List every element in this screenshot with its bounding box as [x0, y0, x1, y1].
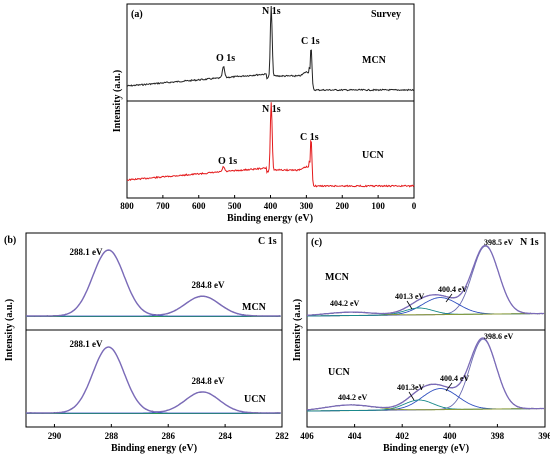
panel-c-ylabel: Intensity (a.u.) [292, 299, 303, 362]
x-tick-label: 290 [48, 431, 62, 441]
panel-c-curves [306, 244, 545, 412]
peak-label-bottom: 398.6 eV [484, 332, 514, 341]
panel-c-tag: N 1s [520, 237, 539, 248]
x-tick-label: 286 [161, 431, 175, 441]
x-tick-label: 300 [300, 201, 314, 211]
peak-label-bottom: O 1s [218, 156, 237, 167]
envelope-ucn [306, 337, 544, 411]
envelope-ucn [26, 346, 281, 414]
panel-b-xlabel: Binding energy (eV) [111, 443, 197, 454]
envelope-mcn [307, 244, 544, 316]
peak-label-top: C 1s [301, 36, 320, 47]
panel-b-top-sample: MCN [242, 302, 267, 313]
panel-c-top-sample: MCN [325, 272, 350, 283]
panel-b-letter: (b) [4, 235, 16, 246]
peak-pointer [445, 293, 453, 303]
peak-label-top: O 1s [216, 53, 235, 64]
peak-label-bottom: 404.2 eV [338, 393, 368, 402]
x-tick-label: 600 [192, 201, 206, 211]
peak-label-top: 398.5 eV [484, 238, 514, 247]
panel-a-ylabel: Intensity (a.u.) [112, 70, 123, 133]
x-tick-label: 100 [371, 201, 385, 211]
peak-label-top: 401.3 eV [395, 292, 425, 301]
peak-label: 288.1 eV [70, 339, 103, 349]
panel-b-x-ticks: 290 288 286 284 282 [48, 424, 289, 441]
peak-label-top: N 1s [262, 6, 281, 17]
x-tick-label: 284 [218, 431, 232, 441]
x-tick-label: 700 [156, 201, 170, 211]
panel-b-bottom-sample: UCN [244, 394, 266, 405]
panel-b-peak-labels: 288.1 eV 284.8 eV 288.1 eV 284.8 eV [70, 247, 225, 386]
series-line-mcn-survey [127, 5, 415, 92]
panel-c-letter: (c) [311, 237, 322, 248]
x-tick-label: 800 [120, 201, 134, 211]
x-tick-label: 500 [228, 201, 242, 211]
panel-a-x-ticks: 800 700 600 500 400 300 200 100 0 [120, 195, 417, 211]
x-tick-label: 0 [412, 201, 417, 211]
x-tick-label: 404 [348, 431, 362, 441]
raw-spectrum-ucn [25, 346, 281, 414]
panel-c-bottom-sample: UCN [328, 367, 350, 378]
panel-b-ylabel: Intensity (a.u.) [4, 299, 15, 362]
panel-c-x-ticks: 406 404 402 400 398 396 [300, 424, 550, 441]
peak-label-top: 400.4 eV [438, 285, 468, 294]
panel-b-tag: C 1s [258, 236, 277, 247]
peak-label: 284.8 eV [192, 280, 225, 290]
panel-a-xlabel: Binding energy (eV) [227, 213, 313, 224]
x-tick-label: 402 [395, 431, 409, 441]
x-tick-label: 400 [264, 201, 278, 211]
x-tick-label: 400 [443, 431, 457, 441]
panel-a-peak-labels: O 1s N 1s C 1s N 1s O 1s C 1s [216, 6, 320, 167]
panel-a-letter: (a) [131, 9, 143, 20]
peak-pointer [406, 300, 413, 310]
panel-a-top-sample: MCN [362, 55, 387, 66]
peak-label-bottom: 400.4 eV [440, 374, 470, 383]
peak-label-bottom: 401.3eV [397, 383, 425, 392]
envelope-mcn [26, 249, 281, 317]
x-tick-label: 200 [336, 201, 350, 211]
peak-label: 288.1 eV [70, 247, 103, 257]
panel-a: (a) Survey MCN UCN Intensity (a.u.) Bind… [112, 3, 417, 224]
peak-pointer [408, 391, 415, 401]
x-tick-label: 396 [538, 431, 550, 441]
peak-label-bottom: C 1s [300, 132, 319, 143]
x-tick-label: 406 [300, 431, 314, 441]
peak-label: 284.8 eV [192, 376, 225, 386]
panel-c-peak-labels: 398.5 eV 400.4 eV 401.3 eV 404.2 eV 398.6 eV… [330, 238, 514, 402]
series-line-ucn-survey [126, 102, 415, 188]
x-tick-label: 398 [491, 431, 505, 441]
panel-c-xlabel: Binding energy (eV) [383, 443, 469, 454]
peak-pointer [445, 382, 453, 392]
peak-label-top: 404.2 eV [330, 299, 360, 308]
panel-c: (c) N 1s MCN UCN Intensity (a.u.) Bindin… [292, 232, 550, 454]
x-tick-label: 288 [105, 431, 119, 441]
panel-a-bottom-sample: UCN [362, 150, 384, 161]
peak-label-bottom: N 1s [262, 104, 281, 115]
panel-b: (b) C 1s MCN UCN Intensity (a.u.) Bindin… [4, 232, 289, 454]
panel-b-curves [25, 249, 281, 414]
x-tick-label: 282 [275, 431, 289, 441]
fit-peak-288-ucn [26, 346, 281, 414]
panel-a-tag: Survey [371, 9, 401, 20]
fit-peak-284-ucn [26, 391, 281, 414]
